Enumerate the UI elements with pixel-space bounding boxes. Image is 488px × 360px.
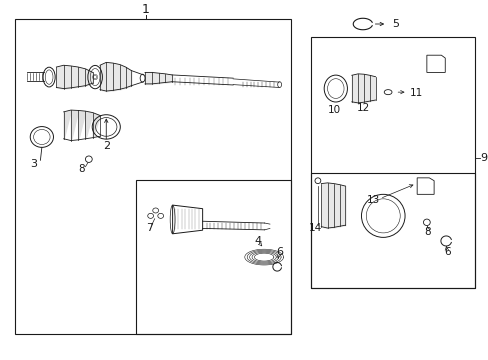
Text: 7: 7 <box>146 224 153 233</box>
Text: 6: 6 <box>443 247 449 257</box>
Text: 1: 1 <box>142 3 150 16</box>
Text: 12: 12 <box>357 103 370 113</box>
Text: 11: 11 <box>409 88 422 98</box>
Text: 4: 4 <box>254 236 262 246</box>
Text: 9: 9 <box>479 153 486 163</box>
Text: 3: 3 <box>30 159 37 169</box>
Text: 14: 14 <box>308 224 322 233</box>
Text: 6: 6 <box>276 247 283 257</box>
Text: 5: 5 <box>391 19 398 29</box>
Text: 8: 8 <box>424 227 430 237</box>
Text: 13: 13 <box>366 195 380 205</box>
Text: 10: 10 <box>326 105 340 115</box>
Text: 2: 2 <box>102 141 110 151</box>
Text: 8: 8 <box>79 164 85 174</box>
